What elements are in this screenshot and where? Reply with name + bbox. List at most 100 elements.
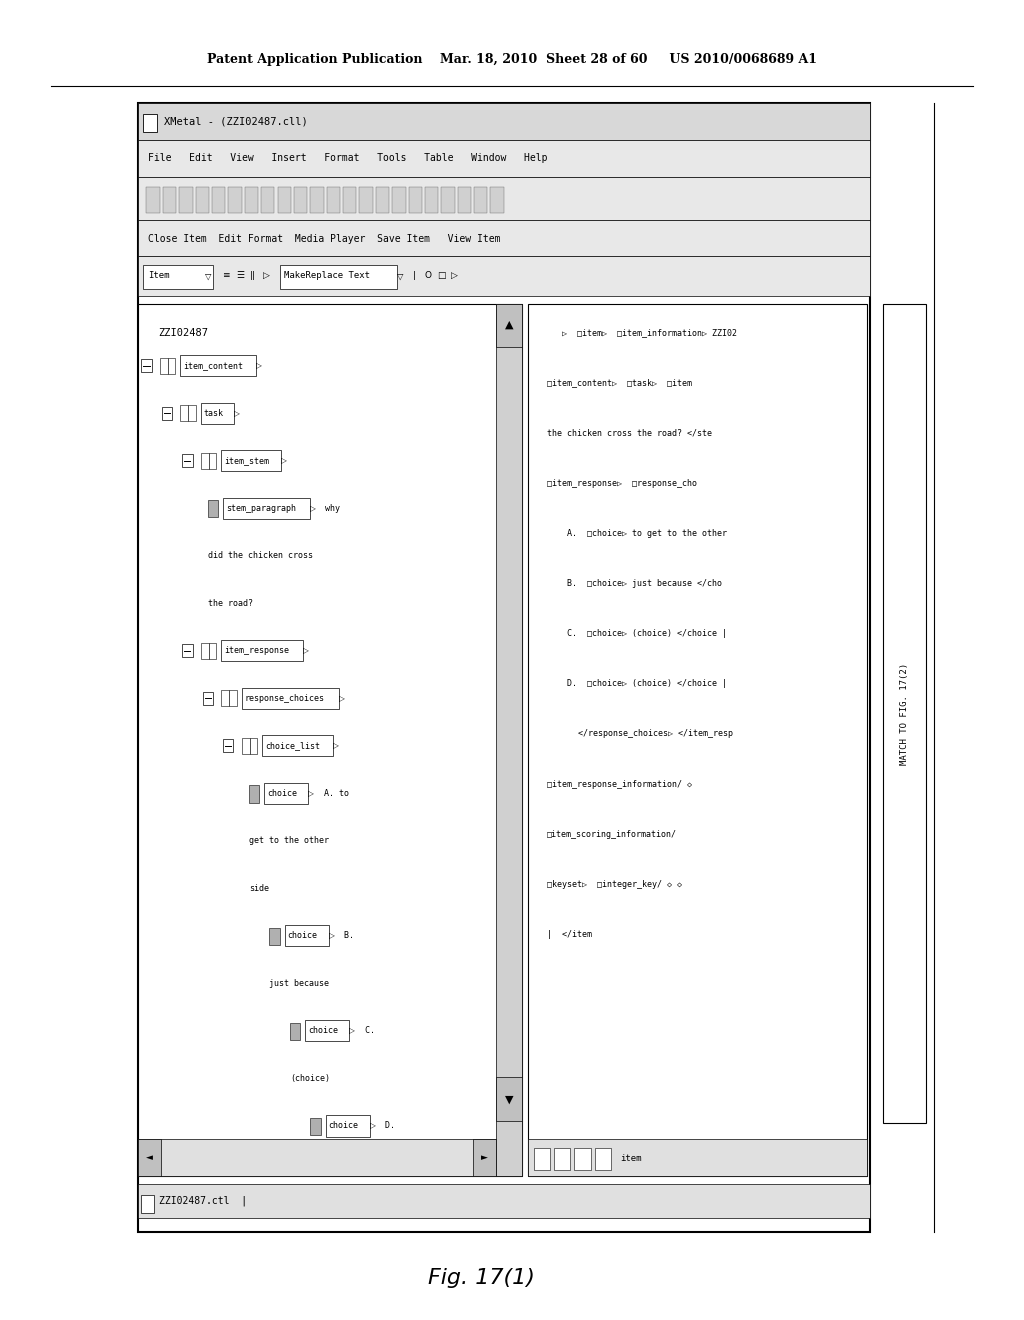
- Bar: [595, 1148, 611, 1170]
- Bar: [474, 187, 487, 213]
- Text: MakeReplace Text: MakeReplace Text: [284, 272, 370, 280]
- Text: choice: choice: [308, 1027, 338, 1035]
- Bar: [209, 643, 216, 659]
- Text: □: □: [437, 272, 445, 280]
- Text: choice: choice: [288, 932, 317, 940]
- Bar: [496, 304, 522, 347]
- Bar: [221, 690, 229, 706]
- Text: ▽: ▽: [205, 272, 211, 280]
- Bar: [458, 187, 471, 213]
- Text: B.  □choice▷ just because </cho: B. □choice▷ just because </cho: [567, 579, 722, 587]
- Bar: [180, 355, 256, 376]
- Bar: [223, 498, 310, 519]
- Text: ZZI02487: ZZI02487: [159, 327, 209, 338]
- Bar: [883, 304, 926, 1123]
- Bar: [242, 738, 250, 754]
- Bar: [290, 1023, 300, 1040]
- Bar: [249, 785, 259, 803]
- Bar: [326, 1115, 370, 1137]
- Text: ▷: ▷: [308, 789, 314, 797]
- Text: O: O: [425, 272, 432, 280]
- Bar: [138, 1139, 496, 1176]
- Bar: [179, 187, 193, 213]
- Bar: [261, 187, 274, 213]
- Text: C.  □choice▷ (choice) </choice |: C. □choice▷ (choice) </choice |: [567, 630, 727, 638]
- Bar: [528, 304, 867, 1176]
- Bar: [305, 1020, 349, 1041]
- Bar: [182, 644, 193, 657]
- Bar: [146, 187, 160, 213]
- Bar: [143, 265, 213, 289]
- Bar: [180, 405, 188, 421]
- Bar: [138, 140, 870, 177]
- Bar: [269, 928, 280, 945]
- Bar: [554, 1148, 570, 1170]
- Bar: [168, 358, 175, 374]
- Bar: [138, 177, 870, 220]
- Text: ▷: ▷: [256, 362, 262, 370]
- Text: ▷: ▷: [282, 457, 288, 465]
- Bar: [280, 265, 397, 289]
- Text: ▲: ▲: [505, 319, 513, 330]
- Bar: [359, 187, 373, 213]
- Text: □item_response▷  □response_cho: □item_response▷ □response_cho: [547, 479, 696, 487]
- Bar: [138, 220, 870, 256]
- Bar: [528, 1139, 867, 1176]
- Bar: [208, 500, 218, 517]
- Bar: [138, 103, 870, 140]
- Bar: [441, 187, 455, 213]
- Text: ►: ►: [481, 1154, 487, 1162]
- Text: ▷: ▷: [234, 409, 241, 417]
- Bar: [490, 187, 504, 213]
- Text: (choice): (choice): [290, 1074, 330, 1082]
- Text: MATCH TO FIG. 17(2): MATCH TO FIG. 17(2): [900, 663, 908, 764]
- Bar: [212, 187, 225, 213]
- Bar: [496, 1077, 522, 1121]
- Bar: [262, 735, 333, 756]
- Text: ▼: ▼: [505, 1094, 513, 1105]
- Bar: [409, 187, 422, 213]
- Bar: [201, 403, 234, 424]
- Text: ▷: ▷: [263, 272, 270, 280]
- Text: □item_scoring_information/: □item_scoring_information/: [547, 830, 677, 838]
- Text: Patent Application Publication    Mar. 18, 2010  Sheet 28 of 60     US 2010/0068: Patent Application Publication Mar. 18, …: [207, 53, 817, 66]
- Text: ≡: ≡: [222, 272, 229, 280]
- Bar: [138, 1139, 161, 1176]
- Bar: [188, 405, 196, 421]
- Bar: [392, 187, 406, 213]
- Text: |: |: [413, 272, 416, 280]
- Text: A.  □choice▷ to get to the other: A. □choice▷ to get to the other: [567, 529, 727, 537]
- Bar: [143, 114, 157, 132]
- Text: D.  □choice▷ (choice) </choice |: D. □choice▷ (choice) </choice |: [567, 680, 727, 688]
- Bar: [425, 187, 438, 213]
- Bar: [264, 783, 308, 804]
- Text: just because: just because: [269, 979, 330, 987]
- Text: Item: Item: [148, 272, 170, 280]
- Bar: [138, 103, 870, 1232]
- Bar: [229, 690, 237, 706]
- Text: ▷: ▷: [303, 647, 308, 655]
- Text: □keyset▷  □integer_key/ ◇ ◇: □keyset▷ □integer_key/ ◇ ◇: [547, 880, 682, 888]
- Bar: [221, 640, 303, 661]
- Bar: [228, 187, 242, 213]
- Text: Close Item  Edit Format  Media Player  Save Item   View Item: Close Item Edit Format Media Player Save…: [148, 234, 501, 244]
- Text: □item_response_information/ ◇: □item_response_information/ ◇: [547, 780, 692, 788]
- Text: C.: C.: [359, 1027, 375, 1035]
- Bar: [221, 450, 282, 471]
- Text: did the chicken cross: did the chicken cross: [208, 552, 313, 560]
- Text: ▷: ▷: [349, 1027, 355, 1035]
- Bar: [163, 187, 176, 213]
- Text: why: why: [321, 504, 340, 512]
- Text: item: item: [621, 1155, 642, 1163]
- Bar: [310, 187, 324, 213]
- Text: B.: B.: [339, 932, 354, 940]
- Text: D.: D.: [380, 1122, 395, 1130]
- Bar: [141, 359, 152, 372]
- Text: item_stem: item_stem: [224, 457, 269, 465]
- Bar: [201, 643, 209, 659]
- Text: side: side: [249, 884, 269, 892]
- Bar: [196, 187, 209, 213]
- Bar: [496, 304, 522, 1176]
- Text: choice_list: choice_list: [265, 742, 321, 750]
- Text: ▷: ▷: [333, 742, 339, 750]
